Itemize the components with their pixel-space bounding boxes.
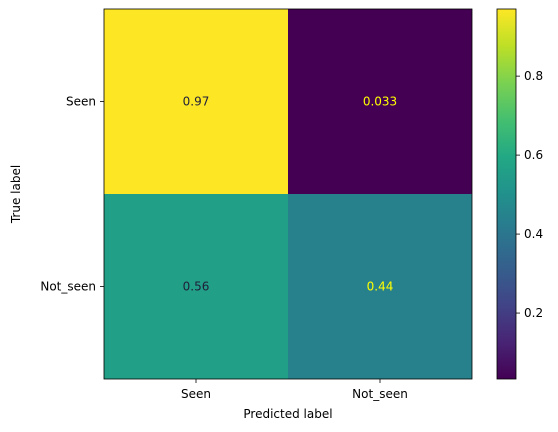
colorbar-ticks: 0.2 0.4 0.6 0.8 bbox=[516, 69, 543, 320]
cell-value-label: 0.033 bbox=[363, 95, 397, 109]
heatmap-cell bbox=[288, 9, 472, 194]
x-axis-label: Predicted label bbox=[243, 407, 332, 421]
heatmap-cells bbox=[104, 9, 472, 379]
cell-value-label: 0.44 bbox=[367, 280, 394, 294]
heatmap-cell bbox=[288, 194, 472, 379]
cell-value-label: 0.97 bbox=[183, 95, 210, 109]
cell-value-label: 0.56 bbox=[183, 280, 210, 294]
cell-value-labels: 0.97 0.033 0.56 0.44 bbox=[183, 95, 398, 294]
x-tick-label: Not_seen bbox=[352, 387, 408, 401]
y-tick-label: Not_seen bbox=[40, 280, 96, 294]
colorbar-frame bbox=[496, 8, 517, 380]
colorbar bbox=[497, 9, 516, 379]
x-axis-ticks: Seen Not_seen bbox=[181, 379, 408, 401]
colorbar-tick-label: 0.4 bbox=[524, 227, 543, 241]
y-axis-ticks: Seen Not_seen bbox=[40, 95, 104, 294]
heatmap-cell bbox=[104, 9, 288, 194]
heatmap-cell bbox=[104, 194, 288, 379]
y-axis-label: True label bbox=[9, 165, 23, 224]
x-tick-label: Seen bbox=[181, 387, 211, 401]
plot-frame bbox=[103, 8, 473, 380]
colorbar-tick-label: 0.2 bbox=[524, 306, 543, 320]
colorbar-tick-label: 0.8 bbox=[524, 69, 543, 83]
y-tick-label: Seen bbox=[66, 95, 96, 109]
colorbar-tick-label: 0.6 bbox=[524, 148, 543, 162]
